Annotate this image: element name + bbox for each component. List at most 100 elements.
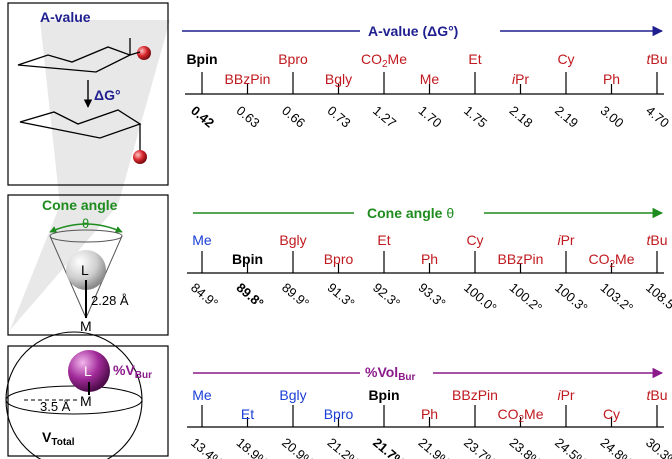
sphere-equator: [5, 385, 143, 415]
substituent-value: 30.3%: [643, 435, 672, 459]
substituent-value: 2.19: [552, 103, 581, 131]
substituent-label: Bgly: [279, 387, 306, 403]
substituent-label: Bpin: [232, 251, 263, 267]
substituent-value: 0.66: [279, 103, 308, 131]
substituent-label: Ph: [421, 251, 438, 267]
substituent-label: CO2Me: [497, 406, 543, 425]
substituent-value: 0.73: [325, 103, 354, 131]
panel-c-distance: 3.5 Å: [40, 399, 71, 414]
substituent-value: 100.2°: [507, 280, 546, 316]
scale-b: Cone angle θ Me 84.9° Bpin 89.8° Bgly 89.9° Bp…: [187, 205, 672, 316]
buried-sphere: [68, 350, 110, 392]
substituent-label: CO2Me: [361, 51, 407, 70]
substituent-value: 21.9%: [416, 435, 454, 459]
background-chevron: [10, 20, 170, 330]
substituent-value: 1.27: [370, 103, 399, 131]
scale-b-marks: Me 84.9° Bpin 89.8° Bgly 89.9° Bpro 91.3° Et 92.3…: [188, 232, 672, 316]
substituent-ball-top: [137, 46, 151, 60]
substituent-label: Bpin: [368, 387, 399, 403]
substituent-value: 89.9°: [279, 280, 312, 311]
substituent-label: BBzPin: [498, 251, 544, 267]
substituent-value: 1.70: [416, 103, 445, 131]
substituent-label: Bgly: [279, 232, 306, 248]
substituent-value: 13.4%: [188, 435, 226, 459]
scale-c-marks: Me 13.4% Et 18.9% Bgly 20.9% Bpro 21.2% Bpin 21.7…: [188, 387, 672, 459]
panel-c-illustration: L M 3.5 Å %VBur VTotal: [5, 331, 169, 459]
substituent-value: 23.8%: [507, 435, 545, 459]
substituent-value: 100.3°: [552, 280, 591, 316]
panel-c-box: [7, 345, 169, 457]
substituent-label: iPr: [512, 71, 529, 87]
substituent-value: 18.9%: [234, 435, 272, 459]
substituent-value: 2.18: [507, 103, 536, 131]
substituent-label: tBu: [646, 51, 667, 67]
substituent-label: tBu: [646, 387, 667, 403]
substituent-label: Ph: [603, 71, 620, 87]
panel-c-M: M: [80, 393, 92, 409]
substituent-label: Bpro: [324, 406, 354, 422]
substituent-value: 89.8°: [234, 280, 267, 311]
substituent-label: BBzPin: [225, 71, 271, 87]
substituent-value: 92.3°: [370, 280, 403, 311]
chair-top: [17, 46, 132, 73]
substituent-value: 0.42: [188, 103, 217, 131]
scale-a-title: A-value (ΔG°): [368, 23, 458, 39]
substituent-value: 0.63: [234, 103, 263, 131]
substituent-value: 24.5%: [552, 435, 590, 459]
panel-b-illustration: Cone angle θ L 2.28 Å M: [7, 194, 169, 336]
substituent-label: tBu: [646, 232, 667, 248]
substituent-label: Me: [192, 232, 212, 248]
substituent-value: 21.7%: [370, 435, 408, 459]
substituent-value: 103.2°: [598, 280, 637, 316]
panel-b-L: L: [81, 262, 89, 278]
scale-b-title: Cone angle θ: [367, 205, 454, 221]
scale-a-marks: Bpin 0.42 BBzPin 0.63 Bpro 0.66 Bgly 0.73 CO2Me 1…: [186, 51, 672, 131]
cone-rim: [49, 229, 123, 243]
chair-bottom: [19, 109, 142, 139]
substituent-ball-bottom: [133, 150, 147, 164]
panel-c-vtotal: VTotal: [42, 429, 75, 448]
panel-c-vbur: %VBur: [113, 362, 152, 381]
substituent-label: Et: [241, 406, 254, 422]
panel-b-distance: 2.28 Å: [91, 293, 129, 308]
substituent-label: Ph: [421, 406, 438, 422]
panel-b-M: M: [80, 318, 92, 334]
substituent-label: CO2Me: [588, 251, 634, 270]
substituent-label: iPr: [557, 387, 574, 403]
substituent-value: 4.70: [643, 103, 672, 131]
substituent-value: 84.9°: [188, 280, 221, 311]
ligand-sphere: [66, 250, 106, 290]
substituent-label: Cy: [557, 51, 574, 67]
panel-b-box: [7, 194, 169, 336]
substituent-value: 21.2%: [325, 435, 363, 459]
substituent-value: 108.5°: [643, 280, 672, 316]
substituent-label: Cy: [603, 406, 620, 422]
substituent-label: Et: [468, 51, 481, 67]
panel-b-theta: θ: [82, 216, 89, 231]
substituent-value: 20.9%: [279, 435, 317, 459]
substituent-value: 1.75: [461, 103, 490, 131]
substituent-label: iPr: [557, 232, 574, 248]
substituent-value: 91.3°: [325, 280, 358, 311]
scale-a: A-value (ΔG°) Bpin 0.42 BBzPin 0.63 Bpro 0.66…: [182, 23, 672, 131]
substituent-value: 23.7%: [461, 435, 499, 459]
substituent-label: Me: [420, 71, 440, 87]
theta-arc: [49, 223, 123, 233]
substituent-label: Cy: [466, 232, 483, 248]
substituent-value: 93.3°: [416, 280, 449, 311]
substituent-label: BBzPin: [452, 387, 498, 403]
substituent-label: Bpin: [186, 51, 217, 67]
scale-c-title: %VolBur: [365, 364, 416, 383]
panel-c-L: L: [84, 363, 92, 379]
substituent-value: 24.8%: [598, 435, 636, 459]
panel-a-illustration: A-value ΔG°: [7, 2, 169, 186]
substituent-label: Me: [192, 387, 212, 403]
substituent-value: 3.00: [598, 103, 627, 131]
substituent-label: Et: [377, 232, 390, 248]
panel-b-title: Cone angle: [42, 197, 118, 213]
panel-a-box: [7, 2, 169, 186]
scale-c: %VolBur Me 13.4% Et 18.9% Bgly 20.9% Bpro 21.2%…: [187, 364, 672, 459]
panel-a-title: A-value: [40, 9, 91, 25]
substituent-value: 100.0°: [461, 280, 500, 316]
